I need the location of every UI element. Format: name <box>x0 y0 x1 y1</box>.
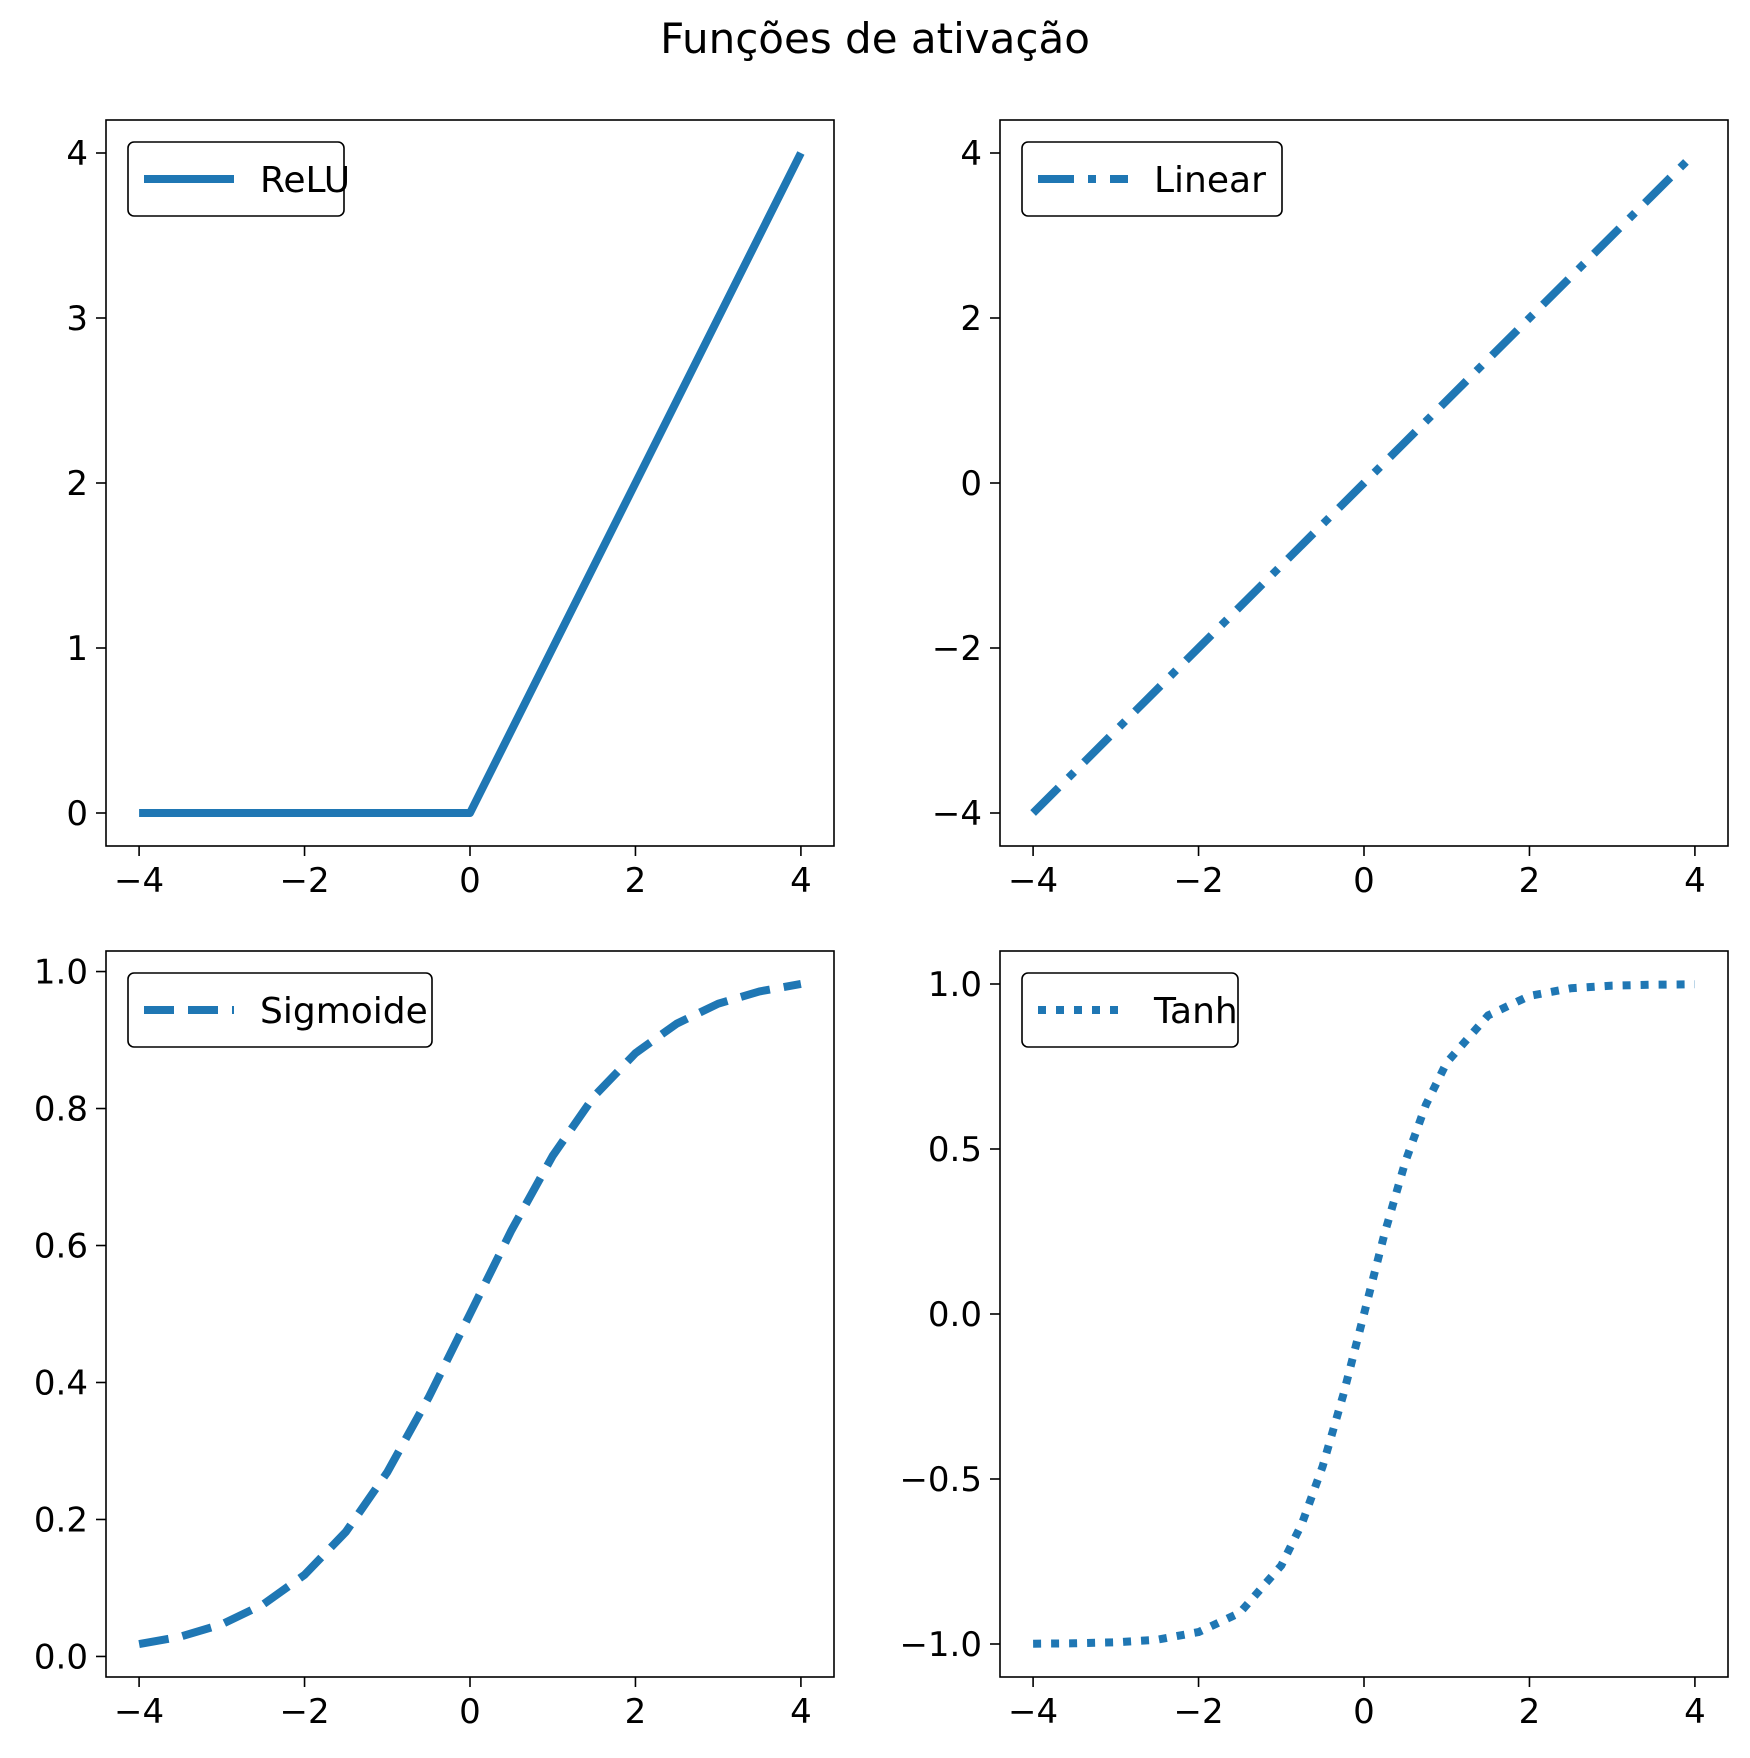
legend: Sigmoide <box>127 972 433 1048</box>
x-tick-label: 2 <box>1519 1692 1541 1732</box>
x-tick-label: −4 <box>114 861 164 901</box>
x-tick-label: 4 <box>1684 1692 1706 1732</box>
legend-box <box>127 972 433 1048</box>
subplot-3: −4 −2 0 2 4 0.0 0.2 0.4 0.6 0.8 1.0 Sigmoide <box>34 950 835 1732</box>
legend-box <box>1021 141 1283 217</box>
legend: Tanh <box>1021 972 1239 1048</box>
legend: ReLU <box>127 141 350 217</box>
y-tick-label: 0.8 <box>34 1090 88 1130</box>
y-tick-label: −1.0 <box>899 1625 982 1665</box>
y-tick-label: 0.5 <box>928 1130 982 1170</box>
x-tick-label: −2 <box>279 1692 329 1732</box>
y-tick-label: −2 <box>932 629 982 669</box>
x-tick-label: −2 <box>1173 1692 1223 1732</box>
y-tick-label: 1.0 <box>34 953 88 993</box>
x-tick-label: 0 <box>1353 1692 1375 1732</box>
x-tick-label: 4 <box>1684 861 1706 901</box>
y-tick-label: 4 <box>960 134 982 174</box>
x-tick-label: −4 <box>1008 861 1058 901</box>
y-tick-label: 2 <box>960 299 982 339</box>
series-line-sigmoide <box>138 979 802 1649</box>
figure-title: Funções de ativação <box>660 14 1090 63</box>
x-tick-label: 2 <box>625 861 647 901</box>
legend: Linear <box>1021 141 1283 217</box>
legend-label: ReLU <box>260 160 350 201</box>
subplot-2: −4 −2 0 2 4 −4 −2 0 2 4 Linear <box>932 119 1729 901</box>
subplot-4: −4 −2 0 2 4 −1.0 −0.5 0.0 0.5 1.0 Tanh <box>899 950 1729 1732</box>
x-tick-label: 0 <box>459 1692 481 1732</box>
y-tick-label: 0.6 <box>34 1227 88 1267</box>
legend-label: Linear <box>1154 160 1266 201</box>
x-tick-label: 2 <box>625 1692 647 1732</box>
y-tick-label: 0.0 <box>928 1295 982 1335</box>
series-line-tanh <box>1033 980 1695 1648</box>
x-tick-label: −2 <box>1173 861 1223 901</box>
y-tick-label: 1.0 <box>928 965 982 1005</box>
legend-box <box>1021 972 1239 1048</box>
x-tick-label: −4 <box>114 1692 164 1732</box>
legend-label: Tanh <box>1153 991 1238 1032</box>
x-tick-label: 2 <box>1519 861 1541 901</box>
subplot-1: −4 −2 0 2 4 0 1 2 3 4 ReLU <box>66 119 835 901</box>
y-tick-label: 2 <box>66 464 88 504</box>
x-tick-label: 0 <box>1353 861 1375 901</box>
series-line-relu <box>139 151 805 817</box>
series-line-linear <box>1030 158 1690 816</box>
y-tick-label: 4 <box>66 134 88 174</box>
y-tick-label: 1 <box>66 629 88 669</box>
y-tick-label: 0 <box>66 794 88 834</box>
y-tick-label: 3 <box>66 299 88 339</box>
x-tick-label: 4 <box>790 1692 812 1732</box>
y-tick-label: −0.5 <box>899 1460 982 1500</box>
legend-label: Sigmoide <box>260 991 428 1032</box>
x-tick-label: 4 <box>790 861 812 901</box>
legend-box <box>127 141 345 217</box>
axes-frame <box>105 119 835 847</box>
y-tick-label: 0 <box>960 464 982 504</box>
x-tick-label: 0 <box>459 861 481 901</box>
y-tick-label: −4 <box>932 794 982 834</box>
y-tick-label: 0.4 <box>34 1363 88 1403</box>
y-tick-label: 0.2 <box>34 1500 88 1540</box>
x-tick-label: −4 <box>1008 1692 1058 1732</box>
x-tick-label: −2 <box>279 861 329 901</box>
y-tick-label: 0.0 <box>34 1637 88 1677</box>
